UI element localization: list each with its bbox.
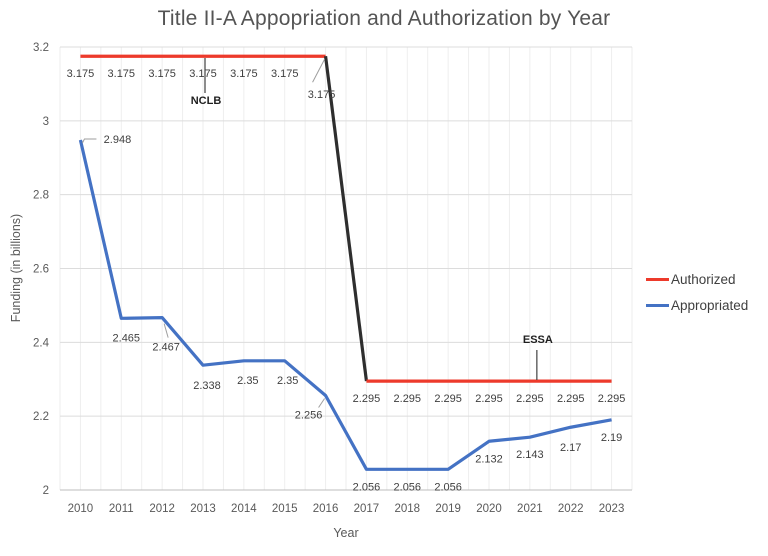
y-tick-label: 3 bbox=[43, 116, 49, 128]
x-tick-label: 2017 bbox=[354, 503, 380, 515]
data-label-appropriated: 2.056 bbox=[434, 481, 462, 493]
data-label-authorized: 3.175 bbox=[108, 68, 136, 80]
data-label-appropriated: 2.338 bbox=[193, 380, 221, 392]
legend-label-appropriated: Appropriated bbox=[671, 298, 749, 313]
y-tick-label: 2.6 bbox=[33, 264, 49, 276]
y-tick-label: 2 bbox=[43, 485, 49, 497]
data-label-authorized: 2.295 bbox=[516, 393, 544, 405]
data-label-authorized: 3.175 bbox=[67, 68, 95, 80]
data-label-appropriated: 2.465 bbox=[113, 332, 141, 344]
appropriated-line-swatch bbox=[646, 304, 669, 307]
label-leader-line bbox=[318, 398, 325, 408]
x-tick-label: 2016 bbox=[313, 503, 339, 515]
x-tick-label: 2011 bbox=[109, 503, 134, 515]
data-label-authorized: 3.175 bbox=[308, 89, 336, 101]
data-label-authorized: 2.295 bbox=[475, 393, 503, 405]
x-tick-label: 2015 bbox=[272, 503, 298, 515]
x-tick-label: 2021 bbox=[517, 503, 543, 515]
chart-title: Title II-A Appopriation and Authorizatio… bbox=[157, 7, 611, 30]
data-label-authorized: 2.295 bbox=[598, 393, 626, 405]
legend-label-authorized: Authorized bbox=[671, 272, 736, 287]
label-leader-line bbox=[312, 58, 326, 83]
data-label-authorized: 3.175 bbox=[230, 68, 258, 80]
series-line-authorized bbox=[323, 56, 369, 382]
x-tick-label: 2013 bbox=[190, 503, 216, 515]
x-tick-label: 2014 bbox=[231, 503, 257, 515]
x-tick-label: 2012 bbox=[149, 503, 175, 515]
data-label-appropriated: 2.948 bbox=[104, 134, 132, 146]
data-label-appropriated: 2.35 bbox=[277, 375, 298, 387]
data-label-appropriated: 2.132 bbox=[475, 453, 503, 465]
annotation-label-essa: ESSA bbox=[523, 334, 553, 346]
series-line-appropriated bbox=[78, 139, 612, 471]
data-label-authorized: 2.295 bbox=[353, 393, 381, 405]
legend: Authorized Appropriated bbox=[646, 270, 748, 322]
data-label-appropriated: 2.143 bbox=[516, 449, 544, 461]
x-tick-label: 2018 bbox=[394, 503, 420, 515]
y-tick-label: 2.8 bbox=[33, 190, 49, 202]
data-label-authorized: 2.295 bbox=[394, 393, 422, 405]
data-label-authorized: 2.295 bbox=[434, 393, 462, 405]
x-tick-label: 2020 bbox=[476, 503, 502, 515]
data-label-authorized: 3.175 bbox=[148, 68, 176, 80]
data-label-appropriated: 2.35 bbox=[237, 375, 258, 387]
data-label-authorized: 3.175 bbox=[189, 68, 217, 80]
authorized-line-swatch bbox=[646, 278, 669, 281]
data-label-appropriated: 2.256 bbox=[295, 409, 323, 421]
legend-item-appropriated: Appropriated bbox=[646, 296, 748, 315]
x-axis-title: Year bbox=[333, 526, 359, 540]
data-label-appropriated: 2.056 bbox=[394, 481, 422, 493]
label-leader-line bbox=[81, 138, 97, 144]
data-label-appropriated: 2.17 bbox=[560, 442, 581, 454]
x-tick-label: 2019 bbox=[435, 503, 461, 515]
data-label-authorized: 3.175 bbox=[271, 68, 299, 80]
data-label-appropriated: 2.19 bbox=[601, 432, 622, 444]
data-label-appropriated: 2.467 bbox=[152, 342, 180, 354]
legend-item-authorized: Authorized bbox=[646, 270, 748, 289]
y-tick-label: 3.2 bbox=[33, 42, 49, 54]
x-tick-label: 2022 bbox=[558, 503, 584, 515]
x-tick-label: 2023 bbox=[599, 503, 625, 515]
data-label-appropriated: 2.056 bbox=[353, 481, 381, 493]
annotation-label-nclb: NCLB bbox=[191, 95, 222, 107]
y-tick-label: 2.4 bbox=[33, 337, 50, 349]
y-tick-label: 2.2 bbox=[33, 411, 49, 423]
data-label-authorized: 2.295 bbox=[557, 393, 585, 405]
x-tick-label: 2010 bbox=[68, 503, 94, 515]
label-leader-line bbox=[163, 323, 169, 338]
